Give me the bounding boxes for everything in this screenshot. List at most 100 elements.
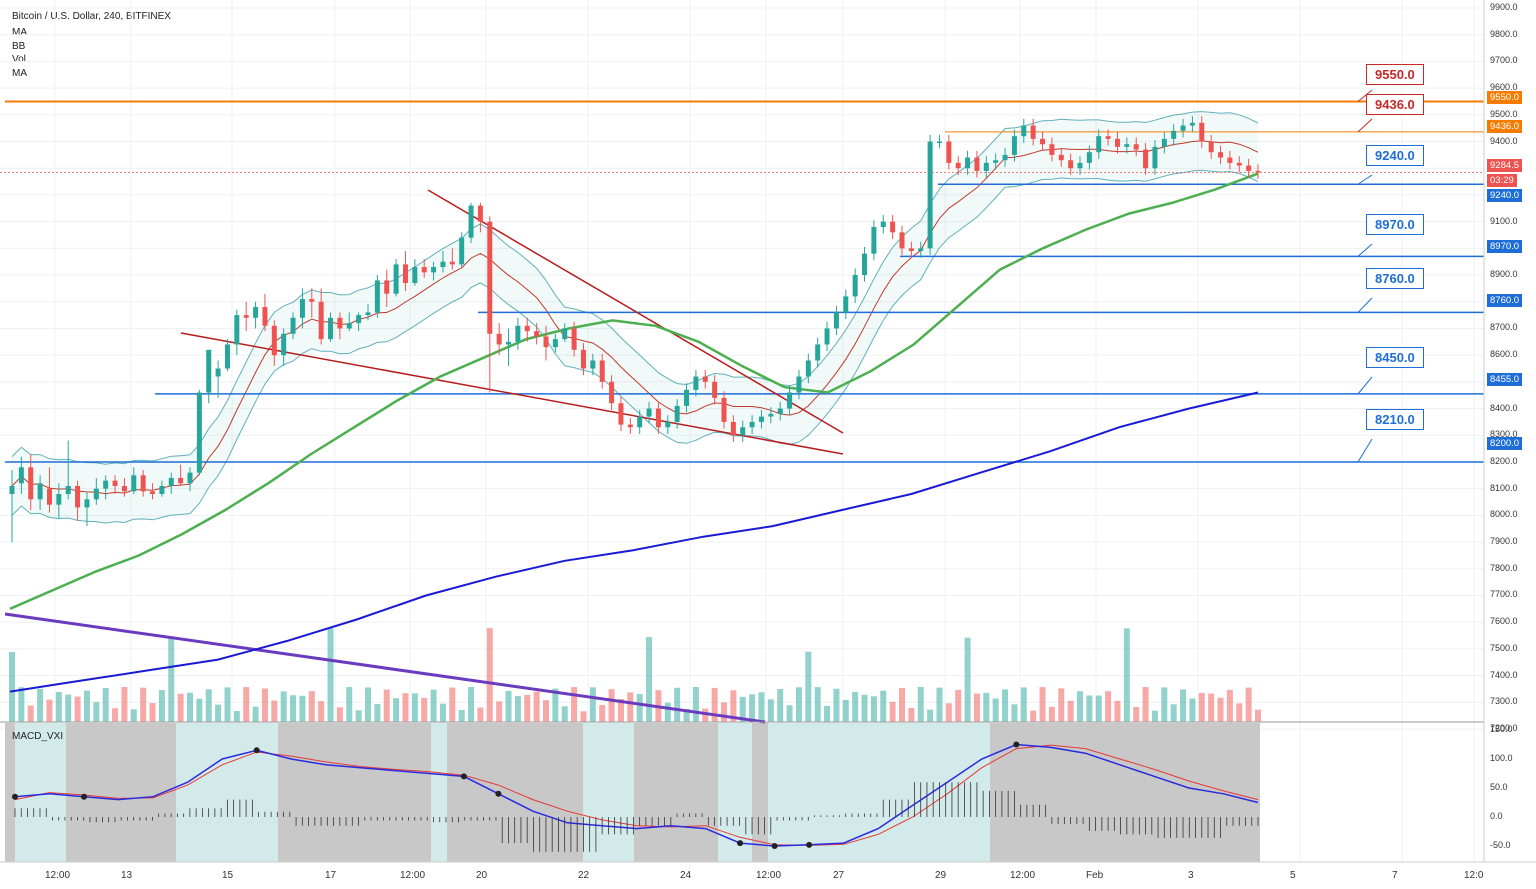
volume-bar — [1133, 706, 1140, 722]
price-axis-tick: 9100.0 — [1490, 215, 1518, 226]
price-axis-tick: 8700.0 — [1490, 322, 1518, 333]
volume-bar — [1208, 693, 1215, 722]
candle-body — [75, 485, 81, 508]
volume-bar — [702, 708, 709, 722]
volume-bar — [955, 689, 962, 722]
price-axis-tick: 9400.0 — [1490, 135, 1518, 146]
candle-body — [965, 157, 971, 169]
volume-bar — [964, 637, 971, 722]
callout-pointer — [1357, 243, 1373, 257]
volume-bar — [112, 708, 119, 722]
indicator-bb[interactable]: BB — [12, 41, 26, 52]
candle-body — [431, 267, 437, 273]
candle-body — [1058, 154, 1064, 161]
callout-9436[interactable]: 9436.0 — [1366, 94, 1424, 115]
volume-bar — [870, 696, 877, 722]
callout-8450[interactable]: 8450.0 — [1366, 347, 1424, 368]
volume-bar — [121, 687, 128, 722]
candle-body — [702, 376, 708, 382]
callout-8760[interactable]: 8760.0 — [1366, 268, 1424, 289]
price-axis-tick: 8000.0 — [1490, 509, 1518, 520]
candle-body — [1255, 170, 1261, 173]
volume-bar — [646, 637, 653, 722]
volume-bar — [18, 687, 25, 722]
volume-bar — [599, 704, 606, 722]
macd-zone — [431, 723, 447, 862]
candle-body — [777, 408, 783, 414]
volume-bar — [290, 695, 297, 722]
candle-body — [590, 360, 596, 369]
callout-9240[interactable]: 9240.0 — [1366, 145, 1424, 166]
volume-bar — [889, 701, 896, 722]
macd-line — [14, 743, 1259, 847]
volume-bar — [945, 703, 952, 722]
candle-body — [496, 333, 502, 345]
callout-pointer — [1357, 297, 1373, 313]
volume-bar — [983, 692, 990, 722]
candle-body — [1049, 144, 1055, 155]
callout-8970[interactable]: 8970.0 — [1366, 214, 1424, 235]
volume-bar — [1077, 691, 1083, 722]
candle-body — [365, 312, 371, 316]
volume-bar — [1170, 704, 1177, 722]
candle-body — [196, 392, 202, 473]
price-tag-last: 9284.5 — [1487, 159, 1523, 172]
macd-zone — [768, 723, 990, 862]
candle-body — [824, 328, 830, 345]
time-axis-tick: 12:00 — [400, 870, 426, 881]
volume-bar — [1048, 706, 1055, 722]
indicator-vol[interactable]: Vol — [12, 54, 26, 65]
candle-body — [646, 408, 652, 417]
trendline-upper — [427, 189, 844, 434]
candle-body — [758, 416, 764, 422]
candle-body — [805, 360, 811, 377]
callout-8210[interactable]: 8210.0 — [1366, 409, 1424, 430]
callout-9550[interactable]: 9550.0 — [1366, 64, 1424, 85]
candle-body — [1086, 152, 1092, 163]
candle-body — [843, 296, 849, 313]
candle-body — [1189, 122, 1195, 126]
volume-bar — [571, 687, 578, 722]
candle-body — [562, 328, 568, 340]
price-axis-tick: 9500.0 — [1490, 108, 1518, 119]
candle-body — [524, 325, 530, 332]
candle-body — [552, 339, 558, 348]
volume-bar — [327, 628, 334, 722]
volume-bar — [1189, 698, 1196, 722]
volume-bar — [336, 707, 343, 722]
volume-bar — [37, 688, 44, 722]
volume-bar — [280, 691, 287, 722]
macd-cross-dot — [460, 773, 467, 780]
candle-body — [281, 333, 287, 356]
candle-body — [946, 141, 952, 163]
indicator-ma-1[interactable]: MA — [12, 27, 27, 38]
candle-body — [271, 325, 277, 356]
price-tag-8970: 8970.0 — [1487, 240, 1523, 253]
price-axis-tick: 9600.0 — [1490, 82, 1518, 93]
candle-body — [1246, 165, 1252, 171]
volume-bar — [1086, 695, 1093, 722]
candle-body — [993, 160, 999, 163]
volume-bar — [1058, 688, 1065, 722]
price-axis-tick: 7900.0 — [1490, 536, 1518, 547]
candle-body — [936, 141, 942, 144]
volume-bar — [411, 693, 418, 722]
candle-body — [206, 349, 212, 393]
volume-bar — [140, 687, 147, 722]
volume-bar — [627, 692, 634, 722]
candle-body — [1068, 160, 1074, 169]
time-axis-tick: 22 — [578, 870, 590, 881]
volume-bar — [149, 703, 156, 722]
volume-bar — [271, 700, 278, 722]
indicator-ma-2[interactable]: MA — [12, 68, 27, 79]
candle-body — [346, 323, 352, 329]
volume-bar — [130, 709, 137, 722]
candle-body — [65, 485, 71, 495]
volume-bar — [730, 690, 737, 722]
candle-body — [862, 253, 868, 276]
candle-body — [262, 307, 268, 326]
candle-body — [1218, 152, 1224, 158]
candle-body — [1077, 162, 1083, 169]
candle-body — [627, 424, 633, 428]
